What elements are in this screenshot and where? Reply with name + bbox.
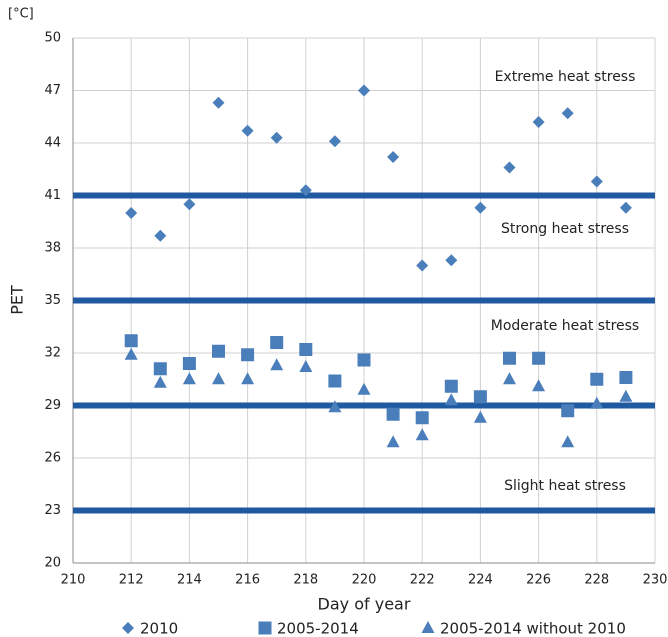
data-point [270,358,284,371]
data-point [415,428,429,441]
data-point [357,353,371,367]
data-point [590,175,603,188]
annotation: Extreme heat stress [495,69,636,85]
data-point [561,107,574,120]
data-point [387,151,400,163]
y-tick-label: 23 [44,503,61,518]
data-point [270,131,283,144]
y-axis-title: PET [8,285,27,315]
data-point [416,259,429,272]
data-point [590,396,604,409]
data-point [154,229,167,242]
data-point [241,124,254,137]
data-point [358,84,370,97]
legend-label: 2005-2014 without 2010 [440,620,626,637]
data-point [241,348,255,362]
annotation: Moderate heat stress [491,318,639,334]
x-tick-label: 220 [352,573,377,588]
x-tick-label: 224 [468,573,493,588]
data-point [561,404,575,418]
data-point [183,198,196,211]
data-point [153,375,167,388]
legend-label: 2010 [140,620,178,637]
data-point [532,379,546,392]
data-point [124,347,138,360]
data-point [125,207,138,219]
legend-marker [258,621,272,635]
y-tick-label: 32 [44,346,61,361]
data-point [619,371,633,384]
x-tick-label: 218 [293,573,318,588]
data-point [299,343,313,356]
data-point [415,411,429,425]
x-tick-label: 210 [61,573,86,588]
data-point [561,435,575,448]
legend-label: 2005-2014 [277,620,359,637]
data-point [532,116,545,128]
data-point [153,362,167,376]
x-tick-label: 226 [526,573,551,588]
y-unit: [°C] [8,7,34,22]
data-point [619,389,633,402]
data-point [182,372,196,385]
data-point [386,407,400,421]
x-axis-title: Day of year [318,595,411,614]
legend-marker [122,622,134,634]
y-tick-label: 41 [44,188,61,203]
y-tick-label: 44 [44,136,61,151]
y-tick-label: 50 [44,31,61,46]
data-point [386,435,400,448]
y-tick-label: 47 [44,83,61,98]
data-point [590,372,604,386]
data-point [212,96,225,109]
data-point [473,390,487,404]
data-point [212,344,225,358]
data-point [503,351,516,365]
legend-marker [421,621,435,633]
y-tick-label: 38 [44,241,61,256]
data-point [328,400,342,413]
data-point [444,379,458,393]
annotation: Slight heat stress [504,478,626,494]
x-tick-label: 222 [410,573,435,588]
data-point [619,201,632,214]
data-point [270,336,284,349]
x-tick-label: 214 [177,573,202,588]
y-tick-label: 29 [44,398,61,413]
x-tick-label: 212 [119,573,144,588]
data-point [299,184,312,197]
data-point [212,372,225,385]
data-point [444,393,458,406]
y-tick-label: 20 [44,556,61,571]
data-point [328,135,341,148]
data-point [357,382,371,395]
x-tick-label: 230 [643,573,668,588]
data-point [182,357,196,370]
x-tick-label: 216 [235,573,260,588]
data-point [299,360,313,372]
y-tick-label: 26 [44,451,61,466]
data-point [445,254,458,267]
x-tick-label: 228 [584,573,609,588]
annotation: Strong heat stress [501,221,629,237]
data-point [503,161,516,174]
data-point [124,334,138,348]
data-point [532,351,546,365]
y-tick-label: 35 [44,293,61,308]
data-point [241,372,255,385]
data-point [473,410,487,423]
data-point [503,372,516,385]
data-point [474,201,487,214]
data-point [328,374,342,388]
